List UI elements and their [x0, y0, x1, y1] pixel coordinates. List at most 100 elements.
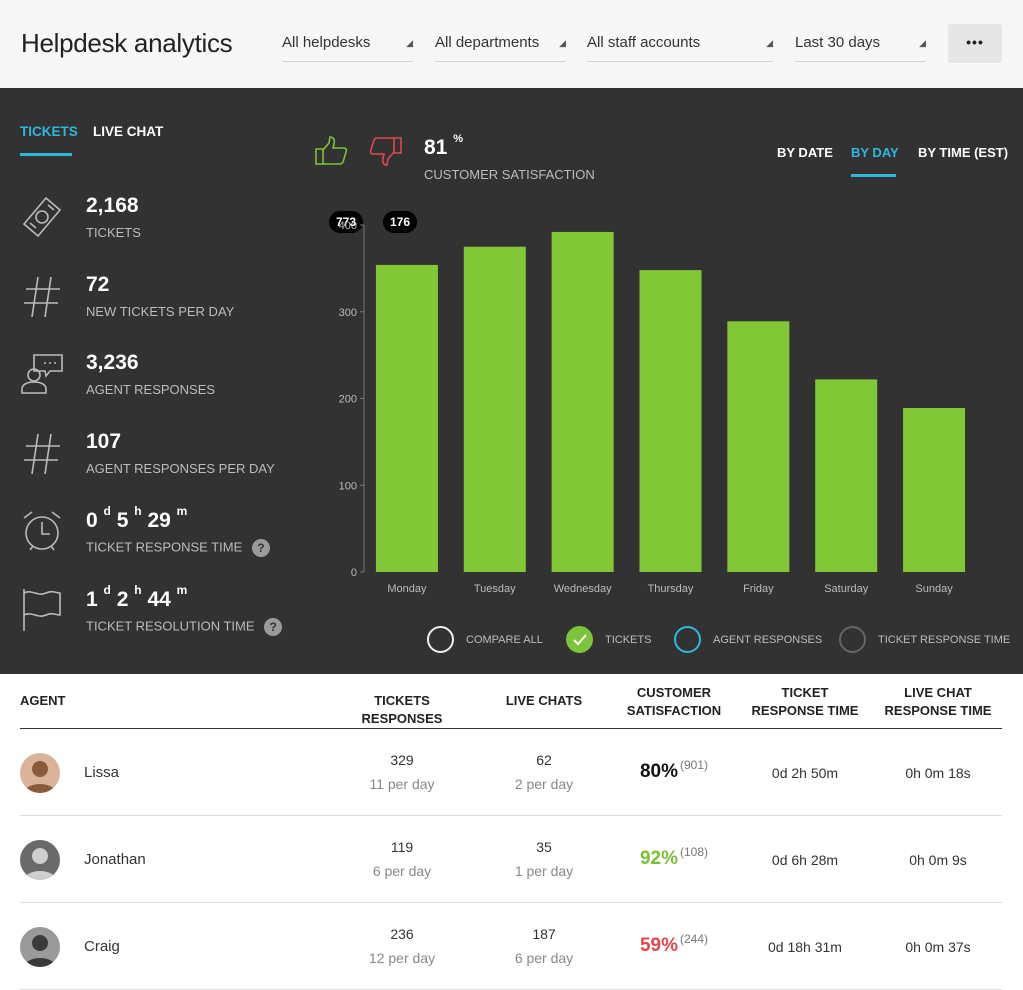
period-dropdown[interactable]: Last 30 days ◢	[795, 24, 926, 62]
chat-response-time-cell: 0h 0m 37s	[905, 939, 971, 955]
bar-saturday	[815, 379, 878, 572]
avatar[interactable]	[20, 927, 60, 967]
tab-by-day[interactable]: BY DAY	[851, 145, 899, 160]
response-time-minutes: 29	[147, 509, 171, 532]
thumbs-down-icon	[369, 137, 402, 166]
caret-down-icon: ◢	[919, 38, 926, 48]
dislikes-count: 176	[383, 211, 418, 233]
avatar[interactable]	[20, 753, 60, 793]
col-satisfaction-line-2: SATISFACTION	[626, 703, 722, 718]
agent-responses-label: AGENT RESPONSES	[86, 382, 216, 397]
satisfaction-cell: 80% (901)	[614, 758, 734, 783]
tab-by-date[interactable]: BY DATE	[777, 145, 833, 160]
new-tickets-label: NEW TICKETS PER DAY	[86, 304, 235, 319]
x-tick-label: Wednesday	[554, 583, 612, 595]
table-row[interactable]: Lissa 329 11 per day 62 2 per day 80% (901) 0d …	[20, 729, 1002, 816]
unit-hours: h	[134, 583, 142, 597]
x-tick-label: Sunday	[915, 583, 953, 595]
satisfaction-value: 92%	[639, 848, 678, 869]
col-live-chats[interactable]: LIVE CHATS	[505, 693, 583, 708]
avatar[interactable]	[20, 840, 60, 880]
legend-tickets[interactable]: TICKETS	[566, 626, 656, 654]
y-tick-label: 300	[339, 307, 357, 319]
agent-name[interactable]: Craig	[84, 938, 120, 955]
bar-wednesday	[551, 231, 614, 572]
agent-chat-icon	[21, 354, 63, 394]
col-chat-rt-line-2: RESPONSE TIME	[884, 703, 992, 718]
agent-responses-value: 3,236	[86, 351, 139, 374]
caret-down-icon: ◢	[559, 38, 566, 48]
x-tick-label: Thursday	[648, 583, 694, 595]
table-row[interactable]: Craig 236 12 per day 187 6 per day 59% (244) 0d…	[20, 903, 1002, 990]
more-options-button[interactable]: •••	[948, 24, 1002, 63]
ticket-responses-rate: 6 per day	[372, 863, 432, 879]
col-live-chat-response-time[interactable]: LIVE CHAT RESPONSE TIME	[878, 684, 998, 720]
response-time-days: 0	[86, 509, 98, 532]
resolution-time-label-row: TICKET RESOLUTION TIME ?	[86, 618, 283, 636]
likes-count: 773	[329, 211, 364, 233]
live-chats-cell: 35 1 per day	[494, 839, 594, 879]
table-header-divider	[20, 728, 1002, 729]
x-tick-label: Monday	[387, 583, 427, 595]
stat-tickets: 2,168 TICKETS	[20, 194, 290, 264]
tab-tickets[interactable]: TICKETS	[20, 124, 78, 139]
ticket-responses-value: 329	[390, 752, 414, 768]
bar-monday	[375, 264, 438, 572]
y-tick-label: 400	[339, 220, 357, 232]
table-row[interactable]: Jonathan 119 6 per day 35 1 per day 92% (108) 0…	[20, 816, 1002, 903]
ticket-responses-cell: 329 11 per day	[332, 752, 472, 792]
live-chats-rate: 1 per day	[514, 863, 574, 879]
percent-sign: %	[453, 133, 463, 145]
legend-tickets-label: TICKETS	[605, 634, 652, 646]
ticket-responses-rate: 11 per day	[369, 776, 435, 792]
help-icon[interactable]: ?	[264, 618, 283, 636]
responses-per-day-label: AGENT RESPONSES PER DAY	[86, 461, 275, 476]
live-chats-cell: 187 6 per day	[494, 926, 594, 966]
ticket-response-time-cell: 0d 6h 28m	[771, 852, 839, 868]
flag-icon	[23, 589, 61, 631]
department-dropdown[interactable]: All departments ◢	[435, 24, 566, 62]
helpdesk-dropdown[interactable]: All helpdesks ◢	[282, 24, 413, 62]
department-dropdown-value: All departments	[435, 34, 540, 51]
agent-name[interactable]: Jonathan	[84, 851, 146, 868]
unit-hours: h	[134, 504, 142, 518]
legend-compare-all[interactable]: COMPARE ALL	[427, 626, 547, 654]
col-ticket-response-time[interactable]: TICKET RESPONSE TIME	[745, 684, 865, 720]
view-tab-active-indicator	[851, 174, 896, 177]
satisfaction-cell: 59% (244)	[614, 932, 734, 957]
bar-friday	[727, 321, 790, 572]
response-time-label: TICKET RESPONSE TIME	[86, 539, 243, 555]
compare-all-toggle-icon	[427, 626, 454, 653]
legend-ticket-response-time[interactable]: TICKET RESPONSE TIME	[839, 626, 1010, 654]
satisfaction-value: 59%	[639, 935, 678, 956]
col-customer-satisfaction[interactable]: CUSTOMER SATISFACTION	[614, 684, 734, 720]
customer-satisfaction-summary: 773 176 81 % CUSTOMER SATISFACTION	[312, 132, 612, 233]
caret-down-icon: ◢	[766, 38, 773, 48]
tickets-label: TICKETS	[86, 225, 141, 240]
alarm-clock-icon	[23, 511, 61, 551]
agent-name[interactable]: Lissa	[84, 764, 120, 781]
staff-dropdown[interactable]: All staff accounts ◢	[587, 24, 773, 62]
help-icon[interactable]: ?	[251, 539, 270, 557]
ticket-response-time-toggle-icon	[839, 626, 866, 653]
responses-per-day-value: 107	[86, 430, 122, 453]
bar-sunday	[903, 408, 966, 572]
x-tick-label: Saturday	[824, 583, 869, 595]
col-satisfaction-line-1: CUSTOMER	[636, 685, 712, 700]
tab-by-time[interactable]: BY TIME (EST)	[918, 145, 1009, 160]
ticket-responses-cell: 236 12 per day	[332, 926, 472, 966]
unit-minutes: m	[176, 504, 188, 518]
chat-response-time-cell: 0h 0m 9s	[909, 852, 967, 868]
caret-down-icon: ◢	[406, 38, 413, 48]
live-chats-value: 35	[536, 839, 552, 855]
response-time-hours: 5	[116, 509, 129, 532]
col-agent[interactable]: AGENT	[20, 693, 66, 708]
tab-live-chat[interactable]: LIVE CHAT	[93, 124, 164, 139]
legend-agent-responses[interactable]: AGENT RESPONSES	[674, 626, 824, 654]
ticket-response-time-cell: 0d 18h 31m	[768, 939, 842, 955]
resolution-time-minutes: 44	[147, 588, 171, 611]
col-ticket-responses[interactable]: TICKETS RESPONSES	[361, 693, 443, 726]
legend-ticket-response-time-label: TICKET RESPONSE TIME	[878, 634, 1011, 646]
legend-compare-all-label: COMPARE ALL	[466, 634, 543, 646]
col-chat-rt-line-1: LIVE CHAT	[904, 685, 972, 700]
